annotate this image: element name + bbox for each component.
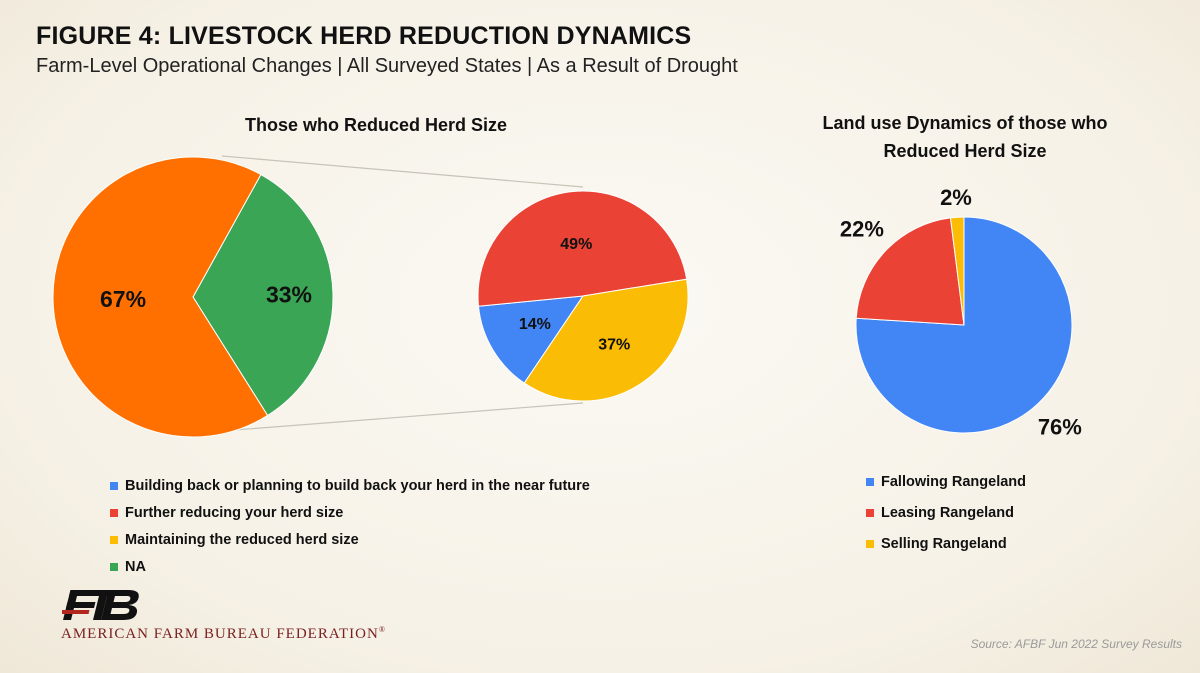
legend-label: NA (125, 558, 146, 575)
legend-swatch-red (866, 508, 874, 517)
data-label-fallowing-rangeland: 76% (1038, 415, 1082, 440)
pie-slice-selling-rangeland (949, 216, 965, 326)
legend-label: Further reducing your herd size (125, 504, 344, 521)
legend-item-building-back: Building back or planning to build back … (110, 472, 590, 499)
data-label-leasing-rangeland: 22% (840, 217, 884, 242)
connector-line-top (221, 155, 584, 188)
afbf-logo-mark (62, 590, 139, 620)
data-label-further-reducing-your-herd-size: 49% (560, 236, 592, 253)
figure-title: FIGURE 4: LIVESTOCK HERD REDUCTION DYNAM… (36, 22, 692, 50)
right-chart-title-line1: Land use Dynamics of those who (822, 113, 1108, 133)
source-note: Source: AFBF Jun 2022 Survey Results (970, 637, 1182, 651)
connector-line-bottom (221, 402, 584, 432)
right-legend: Fallowing Rangeland Leasing Rangeland Se… (866, 466, 1026, 559)
right-chart-title-line2: Reduced Herd Size (883, 141, 1047, 161)
legend-label: Fallowing Rangeland (881, 473, 1027, 490)
pie-slice-fallowing-rangeland (855, 216, 1073, 434)
pie-slice-maintaining-the-reduced-herd-size (523, 278, 689, 402)
legend-swatch-yellow (866, 539, 874, 548)
legend-swatch-red (110, 508, 118, 517)
legend-label: Selling Rangeland (881, 535, 1007, 552)
legend-item-fallowing: Fallowing Rangeland (866, 466, 1026, 497)
pie-slice-leasing-rangeland (855, 217, 965, 326)
data-label-building-back-or-planning-to-build-back-your-herd-in-the-near-future: 14% (519, 316, 551, 333)
figure-subtitle: Farm-Level Operational Changes | All Sur… (36, 55, 738, 77)
afbf-logo (62, 590, 139, 620)
legend-swatch-blue (866, 477, 874, 486)
data-label-na: 33% (266, 281, 312, 307)
data-label-reduced-herd-size: 67% (100, 286, 146, 312)
data-label-maintaining-the-reduced-herd-size: 37% (598, 336, 630, 353)
data-label-selling-rangeland: 2% (940, 185, 972, 210)
legend-swatch-yellow (110, 535, 118, 544)
registered-mark: ® (378, 625, 386, 634)
pie-slice-further-reducing-your-herd-size (477, 190, 688, 307)
right-chart-title: Land use Dynamics of those who Reduced H… (760, 109, 1170, 165)
legend-item-further-reducing: Further reducing your herd size (110, 499, 590, 526)
left-chart-title: Those who Reduced Herd Size (244, 115, 508, 135)
legend-item-selling: Selling Rangeland (866, 528, 1026, 559)
left-legend: Building back or planning to build back … (110, 472, 590, 580)
legend-label: Leasing Rangeland (881, 504, 1014, 521)
organization-name-text: AMERICAN FARM BUREAU FEDERATION (61, 626, 379, 642)
legend-swatch-blue (110, 481, 118, 490)
legend-item-maintaining: Maintaining the reduced herd size (110, 526, 590, 553)
organization-name: AMERICAN FARM BUREAU FEDERATION® (61, 625, 386, 643)
legend-swatch-green (110, 562, 118, 571)
pie-slice-building-back-or-planning-to-build-back-your-herd-in-the-near-future (477, 295, 585, 384)
legend-label: Building back or planning to build back … (125, 477, 590, 494)
legend-item-na: NA (110, 553, 590, 580)
pie-slice-reduced-herd-size (52, 156, 269, 438)
legend-item-leasing: Leasing Rangeland (866, 497, 1026, 528)
legend-label: Maintaining the reduced herd size (125, 531, 359, 548)
